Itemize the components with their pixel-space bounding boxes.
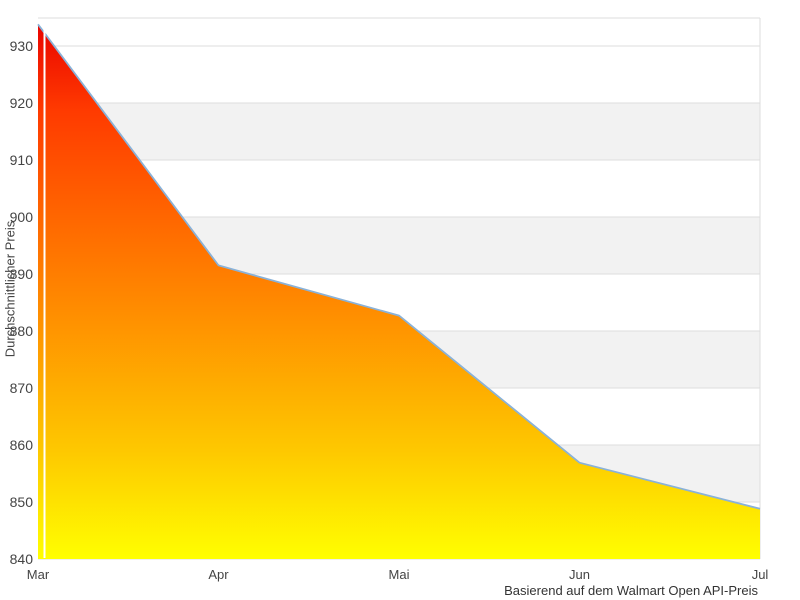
x-axis-caption: Basierend auf dem Walmart Open API-Preis bbox=[504, 583, 758, 598]
y-axis-title: Durchschnittlicher Preis bbox=[2, 220, 18, 358]
x-tick-label: Apr bbox=[208, 567, 229, 582]
x-tick-label: Jul bbox=[752, 567, 769, 582]
x-tick-label: Mai bbox=[389, 567, 410, 582]
band-row bbox=[38, 103, 760, 160]
y-tick-label: 860 bbox=[10, 437, 34, 453]
y-tick-label: 930 bbox=[10, 38, 34, 54]
x-tick-label: Mar bbox=[27, 567, 50, 582]
y-tick-label: 920 bbox=[10, 95, 34, 111]
area-series-line bbox=[37, 23, 761, 510]
area-series-fill bbox=[38, 24, 760, 560]
y-tick-label: 840 bbox=[10, 551, 34, 567]
y-tick-label: 900 bbox=[10, 209, 34, 225]
y-tick-label: 910 bbox=[10, 152, 34, 168]
x-tick-label: Jun bbox=[569, 567, 590, 582]
y-tick-label: 870 bbox=[10, 380, 34, 396]
y-tick-label: 880 bbox=[10, 323, 34, 339]
y-tick-label: 890 bbox=[10, 266, 34, 282]
y-tick-label: 850 bbox=[10, 494, 34, 510]
